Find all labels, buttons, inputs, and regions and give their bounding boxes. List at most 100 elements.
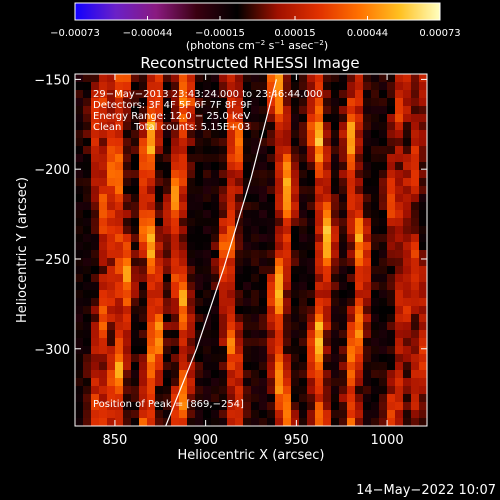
heatmap-cell [259,194,268,203]
heatmap-cell [179,338,188,347]
heatmap-cell [219,274,228,283]
heatmap-cell [83,242,92,251]
heatmap-cell [187,290,196,299]
heatmap-cell [291,74,300,83]
heatmap-cell [163,386,172,395]
heatmap-cell [267,146,276,155]
heatmap-cell [403,162,412,171]
heatmap-cell [347,314,356,323]
heatmap-cell [419,370,427,379]
heatmap-cell [331,138,340,147]
heatmap-cell [187,106,196,115]
heatmap-cell [347,378,356,387]
heatmap-cell [379,170,388,179]
heatmap-cell [147,266,156,275]
heatmap-cell [107,402,116,411]
heatmap-cell [243,170,252,179]
heatmap-cell [219,322,228,331]
heatmap-cell [291,314,300,323]
heatmap-cell [195,98,204,107]
heatmap-cell [267,314,276,323]
heatmap-cell [259,402,268,411]
heatmap-cell [363,154,372,163]
heatmap-cell [419,282,427,291]
heatmap-cell [411,402,420,411]
heatmap-cell [147,106,156,115]
heatmap-cell [419,378,427,387]
heatmap-cell [219,114,228,123]
heatmap-cell [371,330,380,339]
heatmap-cell [155,378,164,387]
heatmap-cell [219,298,228,307]
heatmap-cell [339,330,348,339]
heatmap-cell [99,178,108,187]
heatmap-cell [251,226,260,235]
heatmap-cell [283,146,292,155]
heatmap-cell [139,346,148,355]
heatmap-cell [171,194,180,203]
heatmap-cell [243,362,252,371]
heatmap-cell [307,290,316,299]
heatmap-cell [363,298,372,307]
heatmap-cell [147,82,156,91]
heatmap-cell [75,370,84,379]
heatmap-cell [259,282,268,291]
heatmap-cell [307,74,316,83]
heatmap-cell [99,114,108,123]
heatmap-cell [379,242,388,251]
heatmap-cell [403,170,412,179]
heatmap-cell [251,130,260,139]
heatmap-cell [331,274,340,283]
heatmap-cell [371,130,380,139]
heatmap-cell [275,322,284,331]
heatmap-cell [115,226,124,235]
heatmap-cell [171,122,180,131]
heatmap-cell [243,354,252,363]
heatmap-cell [395,178,404,187]
heatmap-cell [123,106,132,115]
heatmap-cell [75,258,84,267]
heatmap-cell [275,282,284,291]
heatmap-cell [315,330,324,339]
heatmap-cell [139,418,148,426]
heatmap-cell [115,322,124,331]
heatmap-cell [323,98,332,107]
heatmap-cell [403,266,412,275]
heatmap-cell [235,90,244,99]
heatmap-cell [243,226,252,235]
heatmap-cell [227,90,236,99]
heatmap-cell [211,178,220,187]
heatmap-cell [163,178,172,187]
heatmap-cell [243,394,252,403]
heatmap-cell [243,378,252,387]
heatmap-cell [171,410,180,419]
heatmap-cell [251,370,260,379]
heatmap-cell [379,354,388,363]
heatmap-cell [379,74,388,83]
heatmap-cell [315,130,324,139]
heatmap-cell [187,98,196,107]
heatmap-cell [203,210,212,219]
heatmap-cell [307,146,316,155]
heatmap-cell [75,202,84,211]
heatmap-cell [195,394,204,403]
heatmap-cell [291,242,300,251]
heatmap-cell [147,258,156,267]
heatmap-cell [243,298,252,307]
heatmap-cell [379,266,388,275]
heatmap-cell [387,370,396,379]
heatmap-cell [315,370,324,379]
heatmap-cell [99,266,108,275]
heatmap-cell [219,186,228,195]
heatmap-cell [187,266,196,275]
heatmap-cell [187,402,196,411]
heatmap-cell [299,74,308,83]
heatmap-cell [235,106,244,115]
heatmap-cell [307,218,316,227]
heatmap-cell [315,154,324,163]
heatmap-cell [139,162,148,171]
heatmap-cell [99,346,108,355]
heatmap-cell [211,226,220,235]
heatmap-cell [171,210,180,219]
heatmap-cell [411,306,420,315]
